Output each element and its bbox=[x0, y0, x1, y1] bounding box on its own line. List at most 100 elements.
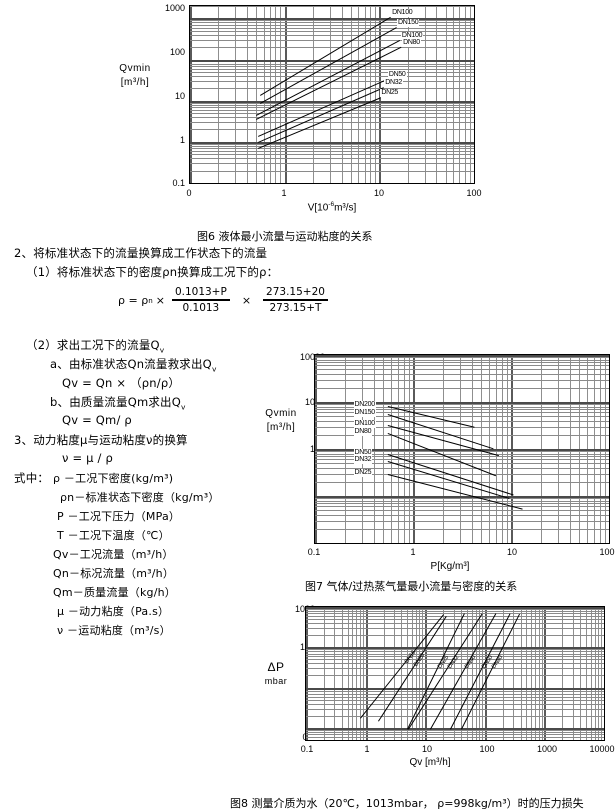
fig8-xtick-0.1: 0.1 bbox=[300, 744, 314, 754]
gridline-horizontal bbox=[306, 623, 604, 624]
curve-label-dn32: DN32 bbox=[384, 79, 403, 88]
fig6-y-axis-title-line1: Qvmin bbox=[119, 63, 151, 74]
gridline-horizontal bbox=[315, 416, 609, 417]
gridline-vertical bbox=[419, 607, 420, 740]
gridline-horizontal bbox=[190, 158, 474, 159]
gridline-vertical bbox=[324, 607, 325, 740]
gridline-vertical bbox=[366, 607, 368, 740]
gridline-vertical bbox=[334, 607, 335, 740]
gridline-horizontal bbox=[315, 459, 609, 460]
gridline-horizontal bbox=[315, 360, 609, 361]
gridline-horizontal bbox=[306, 709, 604, 710]
fig8-xtick-10000: 10000 bbox=[589, 744, 615, 754]
gridline-vertical bbox=[425, 6, 426, 183]
fig7-y-axis-title: Qvmin [m³/h] bbox=[250, 407, 312, 435]
gridline-horizontal bbox=[190, 148, 474, 149]
gridline-vertical bbox=[412, 607, 413, 740]
gridline-horizontal bbox=[306, 613, 604, 614]
fig7-ytick-10000: 10000 bbox=[299, 352, 325, 362]
gridline-horizontal bbox=[190, 31, 474, 32]
curve-label-dn100: DN100 bbox=[400, 31, 424, 40]
fig8-xtick-10: 10 bbox=[421, 744, 433, 754]
gridline-horizontal bbox=[315, 404, 609, 405]
gridline-horizontal bbox=[315, 454, 609, 455]
gridline-horizontal bbox=[190, 154, 474, 155]
gridline-vertical bbox=[408, 6, 409, 183]
gridline-vertical bbox=[342, 6, 343, 183]
fig8-ytick-1000: 1000 bbox=[283, 604, 315, 614]
gridline-horizontal bbox=[190, 142, 474, 144]
gridline-horizontal bbox=[190, 144, 474, 145]
nomenclature-item-t: T －工况下温度（℃） bbox=[57, 529, 170, 542]
gridline-vertical bbox=[513, 607, 514, 740]
gridline-horizontal bbox=[315, 409, 609, 410]
gridline-vertical bbox=[544, 607, 546, 740]
curve-label-dn25: DN25 bbox=[353, 468, 373, 477]
gridline-vertical bbox=[601, 607, 602, 740]
fig6-xtick-0: 0 bbox=[186, 188, 192, 198]
figure-6-chart: Qvmin [m³/h] 1000 100 10 1 0.1 DN100 DN15… bbox=[0, 0, 615, 215]
formula-fraction-temperature: 273.15+20 273.15+T bbox=[263, 286, 328, 314]
curve-label-dn80: DN80 bbox=[353, 428, 373, 437]
gridline-horizontal bbox=[315, 374, 609, 375]
nomenclature-item-qm: Qm－质量流量（kg/h） bbox=[53, 586, 177, 599]
gridline-vertical bbox=[598, 607, 599, 740]
gridline-vertical bbox=[190, 6, 192, 183]
gridline-vertical bbox=[604, 607, 605, 740]
gridline-horizontal bbox=[306, 651, 604, 652]
fig6-ytick-1000: 1000 bbox=[164, 3, 185, 13]
gridline-vertical bbox=[358, 6, 359, 183]
gridline-horizontal bbox=[315, 421, 609, 422]
fig6-y-axis-title: Qvmin [m³/h] bbox=[100, 62, 170, 90]
gridline-horizontal bbox=[190, 35, 474, 36]
gridline-horizontal bbox=[190, 105, 474, 106]
gridline-horizontal bbox=[306, 635, 604, 636]
gridline-vertical bbox=[521, 607, 522, 740]
gridline-horizontal bbox=[315, 496, 609, 498]
gridline-vertical bbox=[562, 607, 563, 740]
gridline-horizontal bbox=[306, 611, 604, 612]
gridline-horizontal bbox=[315, 402, 609, 404]
gridline-vertical bbox=[573, 607, 574, 740]
section-2-item-2b-text: b、由质量流量Qm求出Q bbox=[50, 395, 182, 409]
gridline-vertical bbox=[351, 6, 352, 183]
gridline-horizontal bbox=[190, 151, 474, 152]
gridline-horizontal bbox=[315, 510, 609, 511]
gridline-horizontal bbox=[306, 734, 604, 735]
curve-label-dn100: DN100 bbox=[391, 8, 414, 17]
gridline-horizontal bbox=[315, 463, 609, 464]
gridline-horizontal bbox=[315, 369, 609, 370]
curve-label-dn150: DN150 bbox=[397, 18, 420, 27]
gridline-vertical bbox=[422, 607, 423, 740]
gridline-horizontal bbox=[190, 72, 474, 73]
gridline-vertical bbox=[218, 6, 219, 183]
gridline-vertical bbox=[360, 607, 361, 740]
gridline-horizontal bbox=[315, 468, 609, 469]
gridline-vertical bbox=[542, 607, 543, 740]
gridline-horizontal bbox=[306, 694, 604, 695]
gridline-horizontal bbox=[306, 716, 604, 717]
formula-fraction-pressure: 0.1013+P 0.1013 bbox=[171, 286, 230, 314]
gridline-horizontal bbox=[315, 506, 609, 507]
gridline-horizontal bbox=[306, 697, 604, 698]
gridline-horizontal bbox=[190, 129, 474, 130]
gridline-horizontal bbox=[190, 113, 474, 114]
nomenclature-item-nu: ν －运动粘度（m³/s） bbox=[57, 624, 171, 637]
gridline-horizontal bbox=[306, 675, 604, 676]
gridline-horizontal bbox=[306, 659, 604, 660]
gridline-horizontal bbox=[315, 407, 609, 408]
gridline-horizontal bbox=[315, 355, 609, 357]
gridline-vertical bbox=[476, 607, 477, 740]
gridline-vertical bbox=[531, 607, 532, 740]
gridline-vertical bbox=[280, 6, 281, 183]
fig8-xtick-1: 1 bbox=[364, 744, 370, 754]
fig8-y-axis-title-line1: ΔP bbox=[267, 660, 285, 674]
gridline-horizontal bbox=[306, 704, 604, 705]
fig8-plot-area: DN15 DN20 DN25 DN32 DN40 DN50 DN80 bbox=[305, 606, 605, 741]
nomenclature-label: 式中： bbox=[14, 471, 50, 485]
gridline-vertical bbox=[407, 607, 408, 740]
gridline-vertical bbox=[330, 6, 331, 183]
curve-label-dn25: DN25 bbox=[380, 89, 400, 98]
gridline-horizontal bbox=[190, 20, 474, 21]
